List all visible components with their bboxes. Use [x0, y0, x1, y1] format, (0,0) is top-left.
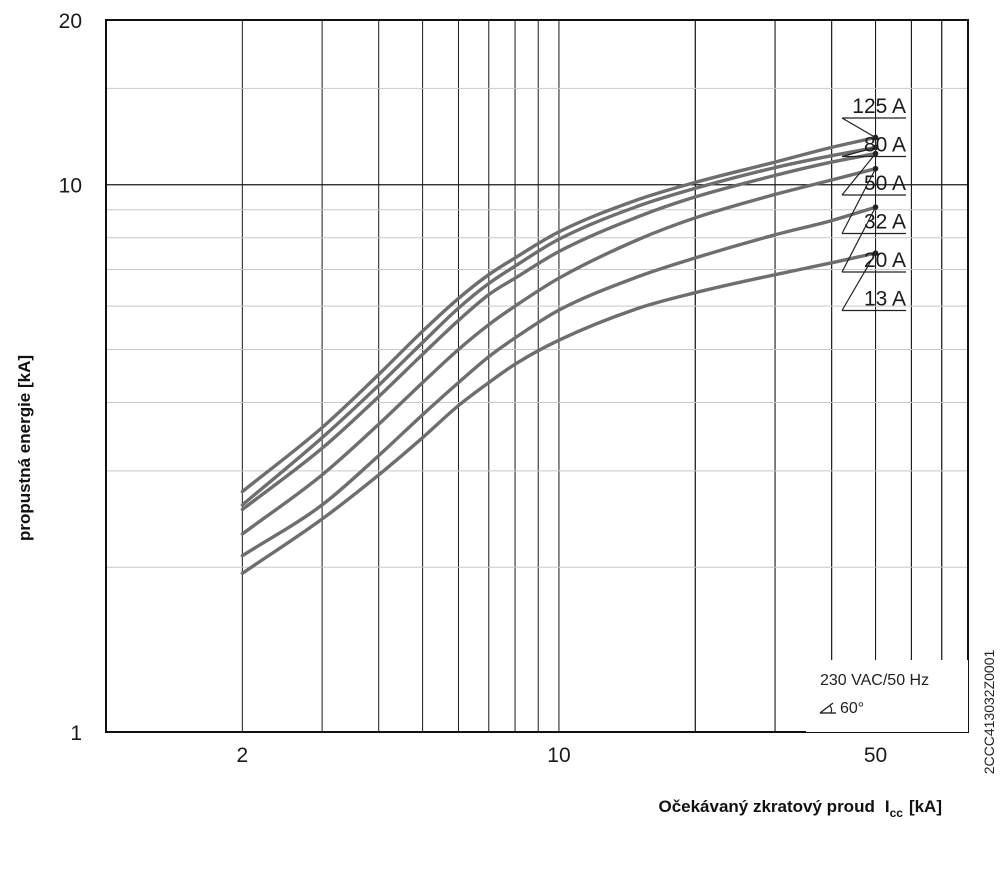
x-tick-label: 50: [864, 744, 887, 767]
curve-series-3: [240, 167, 878, 536]
x-tick-label: 10: [547, 744, 570, 767]
curve-series-5: [240, 251, 878, 575]
x-axis-title-subscript: cc: [890, 806, 904, 820]
series-label: 32 A: [864, 211, 906, 234]
x-axis-title-text: Očekávaný zkratový proud: [658, 797, 874, 816]
y-tick-label: 10: [59, 175, 82, 198]
series-label: 13 A: [864, 288, 906, 311]
conditions-angle: 60°: [840, 700, 864, 717]
label-leader: [841, 117, 876, 138]
figure-code: 2CCC413032Z0001: [981, 650, 997, 775]
label-leader: [841, 153, 877, 196]
y-tick-label: 20: [59, 10, 82, 33]
tick-labels: 2 10 50 1 10 20: [59, 10, 888, 767]
series-label: 20 A: [864, 249, 906, 272]
series-label: 80 A: [864, 134, 906, 157]
series-label: 50 A: [864, 172, 906, 195]
label-leader: [841, 206, 877, 273]
x-axis-title-symbol: I: [885, 797, 890, 816]
y-axis-title: propustná energie [kA]: [15, 355, 34, 541]
curve-series-4: [240, 205, 878, 558]
grid: [106, 20, 968, 732]
label-leader: [841, 252, 877, 311]
conditions-box: [806, 660, 968, 732]
y-tick-label: 1: [70, 722, 82, 745]
curve-series-2: [240, 151, 878, 512]
curve-series-1: [240, 145, 878, 507]
conditions-voltage: 230 VAC/50 Hz: [820, 672, 929, 689]
x-tick-label: 2: [237, 744, 249, 767]
angle-icon: [819, 702, 836, 714]
curve-series-0: [240, 135, 878, 494]
label-leader: [841, 146, 876, 158]
label-leader: [841, 168, 877, 234]
x-axis-title-unit: [kA]: [909, 797, 942, 816]
x-axis-title: Očekávaný zkratový proud Icc [kA]: [658, 797, 942, 820]
plot-frame: [105, 19, 969, 733]
curves: [240, 134, 879, 575]
series-label: 125 A: [852, 95, 906, 118]
series-labels: 125 A 80 A 50 A 32 A 20 A 13 A: [841, 95, 906, 312]
